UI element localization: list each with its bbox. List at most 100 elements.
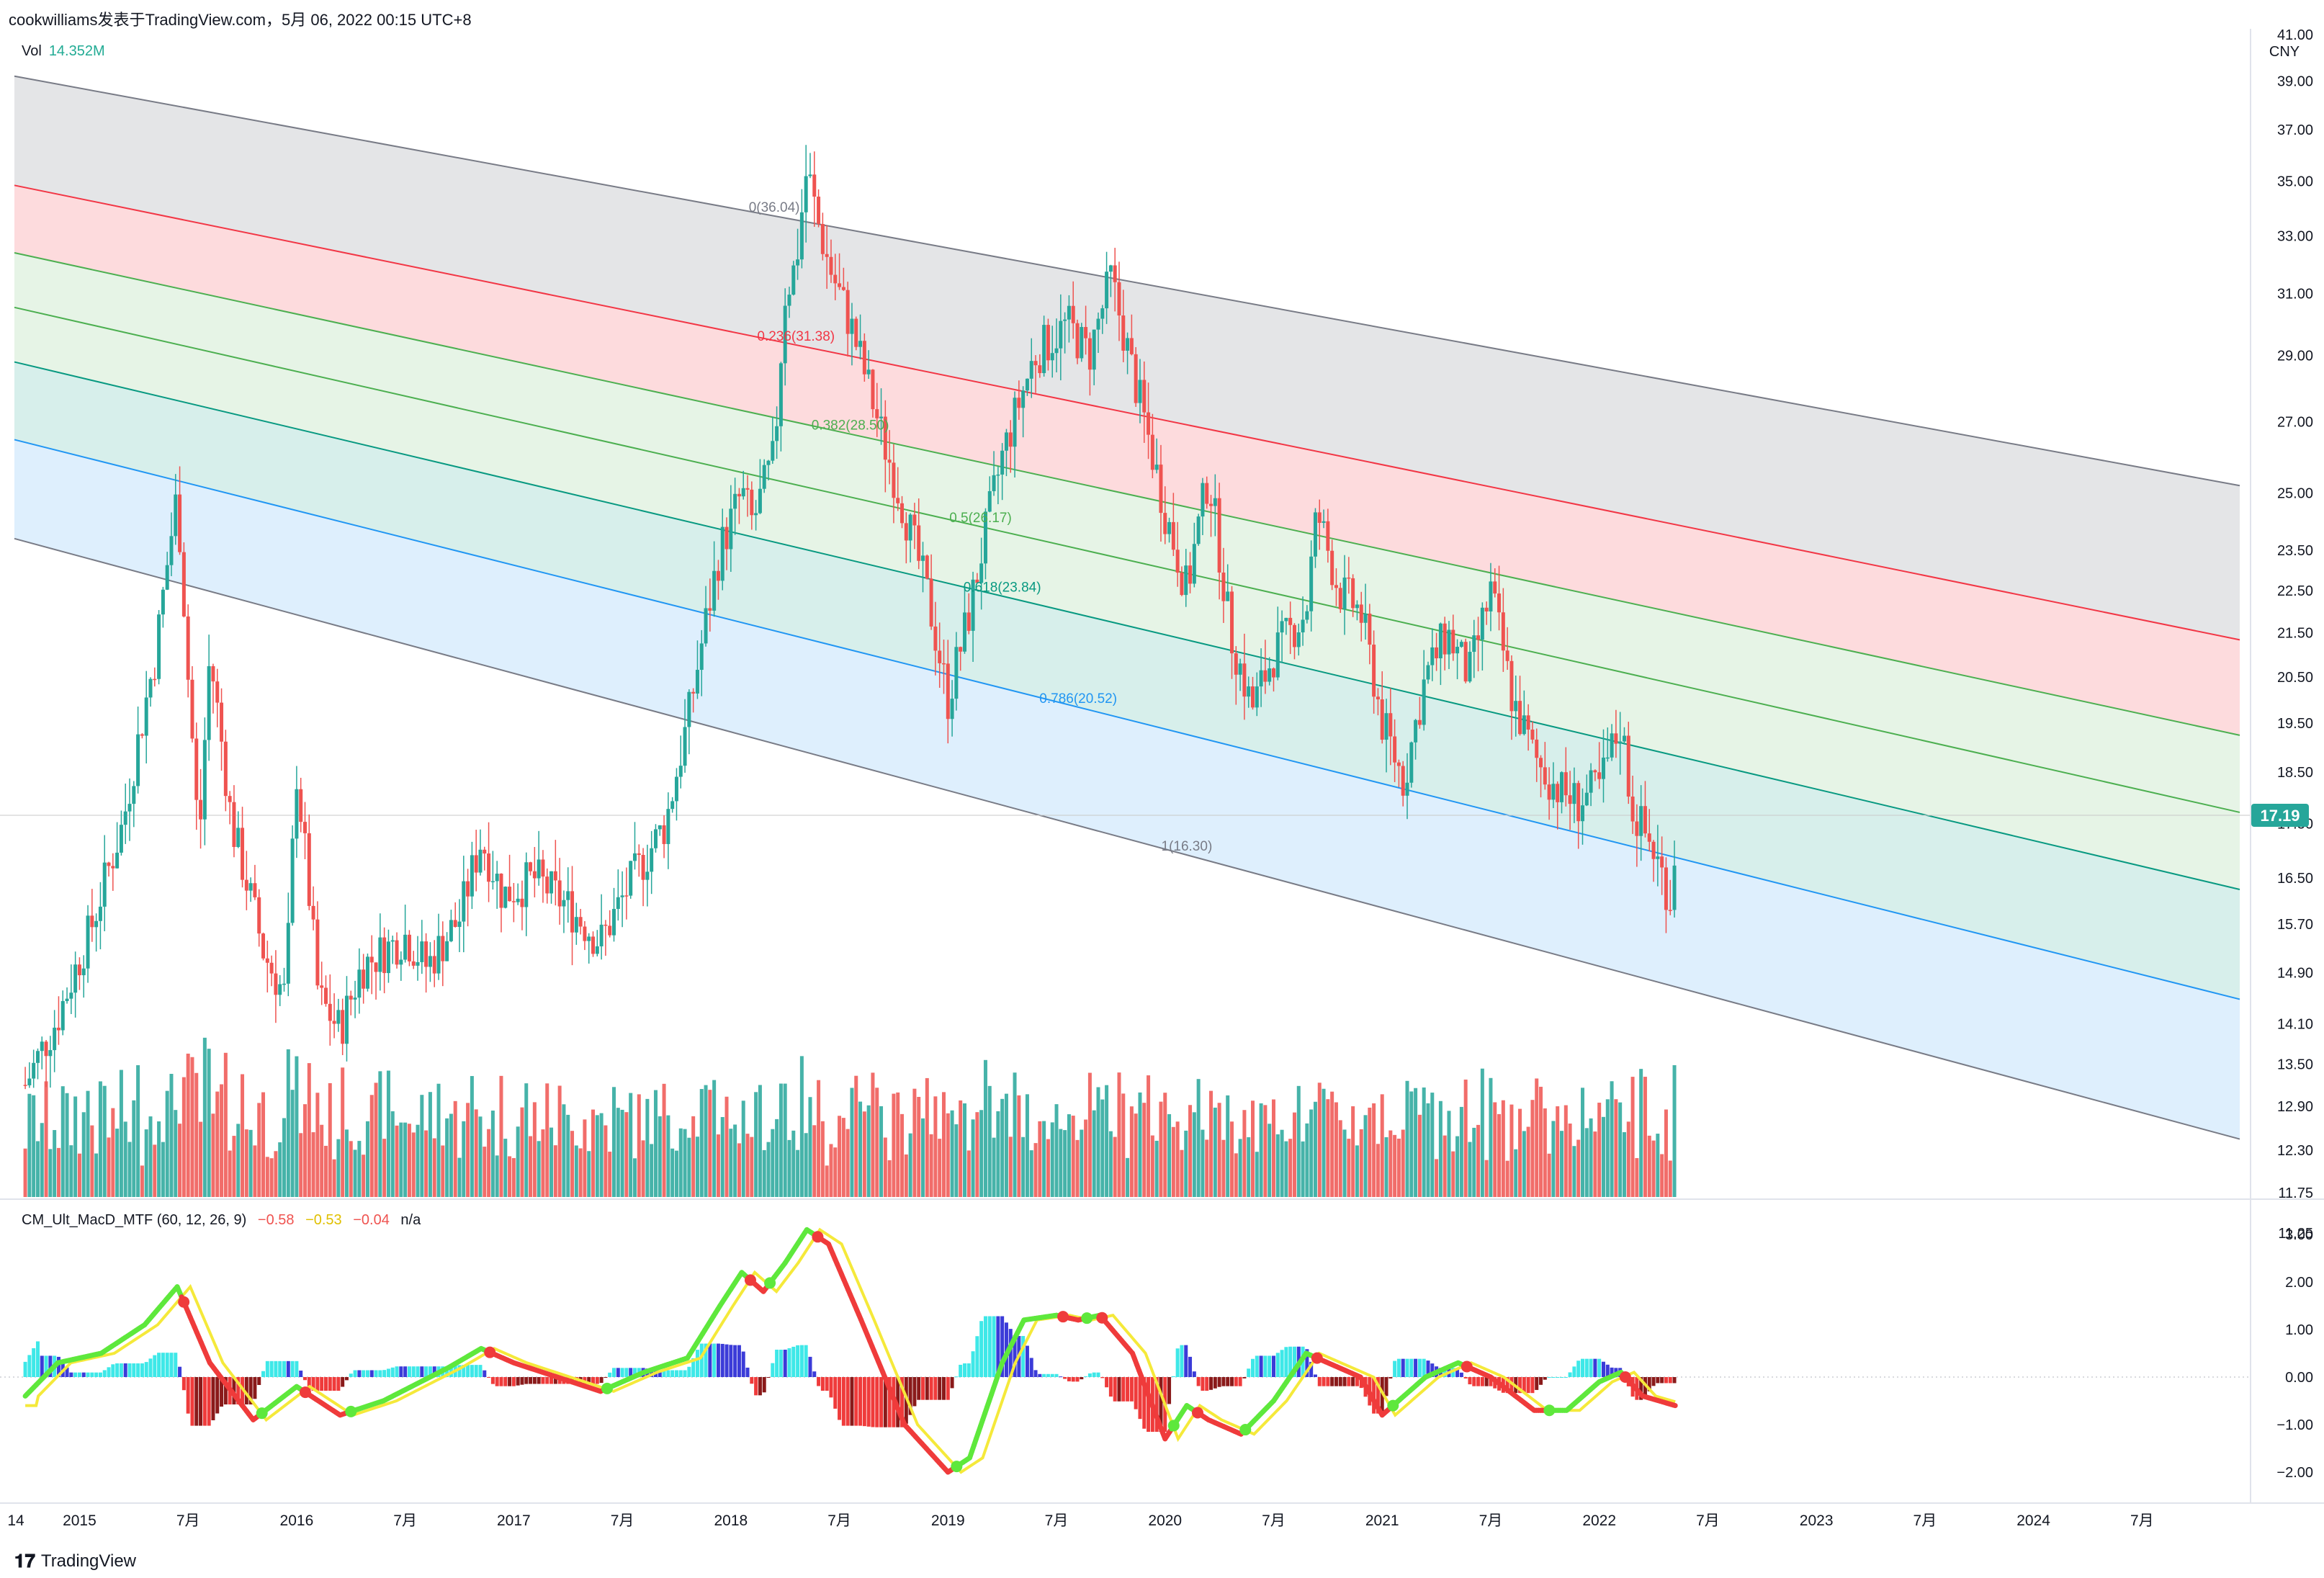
macd-cross-dot — [601, 1382, 613, 1394]
volume-bar — [1643, 1077, 1647, 1197]
macd-hist-bar — [65, 1367, 69, 1377]
volume-bar — [98, 1081, 102, 1197]
candle-body — [1493, 581, 1497, 594]
macd-hist-bar — [1409, 1358, 1414, 1377]
volume-bar — [796, 1149, 800, 1197]
macd-hist-bar — [917, 1377, 921, 1400]
macd-hist-bar — [144, 1362, 148, 1377]
candle-body — [808, 174, 812, 176]
volume-bar — [1230, 1121, 1234, 1197]
volume-bar — [499, 1075, 503, 1197]
macd-hist-bar — [520, 1377, 524, 1385]
macd-hist-bar — [56, 1356, 60, 1377]
candle-body — [583, 926, 587, 941]
candle-body — [1560, 772, 1564, 802]
macd-hist-bar — [1610, 1367, 1614, 1377]
macd-hist-bar — [829, 1377, 833, 1398]
macd-hist-bar — [866, 1377, 871, 1427]
macd-hist-bar — [737, 1345, 741, 1377]
volume-bar — [912, 1088, 917, 1197]
volume-bar — [983, 1059, 987, 1197]
volume-legend-name: Vol — [22, 43, 42, 59]
volume-bar — [674, 1150, 678, 1197]
macd-hist-bar — [1038, 1373, 1042, 1377]
volume-bar — [202, 1037, 207, 1197]
candle-body — [453, 920, 457, 928]
volume-bar — [1535, 1078, 1539, 1197]
macd-hist-bar — [248, 1377, 253, 1405]
footer-brand[interactable]: 𝟏𝟕 TradingView — [14, 1550, 136, 1573]
candle-body — [190, 679, 194, 739]
price-tick-label: 37.00 — [2277, 122, 2313, 138]
macd-hist-bar — [1430, 1363, 1435, 1377]
candle-body — [1154, 465, 1159, 470]
volume-bar — [1209, 1090, 1213, 1197]
candle-body — [1639, 806, 1643, 836]
candle-body — [1388, 713, 1393, 737]
macd-hist-bar — [332, 1377, 336, 1391]
volume-bar — [115, 1129, 120, 1197]
candle-body — [341, 1010, 345, 1044]
volume-bar — [566, 1114, 570, 1197]
candle-body — [323, 987, 328, 1004]
macd-hist-bar — [165, 1353, 169, 1377]
candle-body — [1330, 550, 1334, 586]
macd-hist-bar — [1451, 1368, 1455, 1377]
volume-bar — [495, 1155, 499, 1197]
candle-body — [487, 853, 491, 882]
macd-hist-bar — [841, 1377, 845, 1426]
time-tick-label: 2023 — [1800, 1512, 1834, 1529]
macd-hist-bar — [1238, 1377, 1242, 1386]
volume-bar — [153, 1144, 157, 1197]
macd-hist-bar — [94, 1372, 99, 1377]
macd-cross-dot — [1081, 1312, 1093, 1324]
macd-hist-bar — [416, 1366, 420, 1377]
price-tick-label: 21.50 — [2277, 626, 2313, 642]
volume-bar — [1292, 1112, 1296, 1197]
volume-bar — [1071, 1116, 1075, 1197]
macd-hist-bar — [336, 1377, 341, 1391]
volume-bar — [1317, 1082, 1322, 1197]
macd-hist-bar — [1484, 1377, 1489, 1386]
volume-bar — [1268, 1124, 1272, 1197]
macd-hist-bar — [741, 1351, 745, 1377]
candle-body — [1463, 642, 1468, 682]
macd-hist-bar — [161, 1353, 165, 1377]
candle-body — [403, 934, 408, 960]
volume-bar — [445, 1118, 449, 1197]
macd-hist-bar — [311, 1377, 315, 1391]
tradingview-logo-icon: 𝟏𝟕 — [14, 1550, 35, 1572]
volume-bar — [966, 1150, 971, 1197]
volume-bar — [724, 1096, 729, 1197]
volume-bar — [1192, 1112, 1196, 1197]
candle-body — [545, 877, 549, 894]
volume-bar — [457, 1157, 462, 1197]
candle-body — [1167, 521, 1172, 534]
macd-hist-bar — [1522, 1377, 1526, 1394]
volume-bar — [712, 1080, 717, 1197]
candle-body — [328, 1003, 332, 1021]
volume-legend[interactable]: Vol 14.352M — [22, 43, 105, 60]
time-tick-label: 7月 — [1696, 1512, 1720, 1529]
candle-body — [1147, 412, 1151, 435]
macd-hist-bar — [1584, 1358, 1589, 1377]
volume-bar — [616, 1108, 620, 1197]
macd-legend[interactable]: CM_Ult_MacD_MTF (60, 12, 26, 9) −0.58 −0… — [22, 1212, 421, 1229]
macd-hist-bar — [411, 1366, 416, 1377]
macd-hist-bar — [1422, 1358, 1426, 1377]
macd-hist-bar — [178, 1366, 182, 1377]
macd-hist-bar — [1230, 1377, 1234, 1386]
volume-bar — [1622, 1131, 1626, 1197]
macd-hist-bar — [624, 1368, 629, 1377]
volume-bar — [946, 1113, 950, 1197]
volume-bar — [520, 1107, 524, 1197]
time-tick-label: 7月 — [2130, 1512, 2154, 1529]
candle-body — [1180, 573, 1184, 596]
volume-bar — [261, 1092, 266, 1197]
candle-body — [1347, 577, 1351, 579]
macd-hist-bar — [838, 1377, 842, 1420]
candle-body — [65, 998, 69, 1001]
volume-bar — [215, 1091, 220, 1197]
macd-axis-ticks: 3.00 2.00 1.00 0.00 −1.00 −2.00 — [2276, 1227, 2313, 1481]
